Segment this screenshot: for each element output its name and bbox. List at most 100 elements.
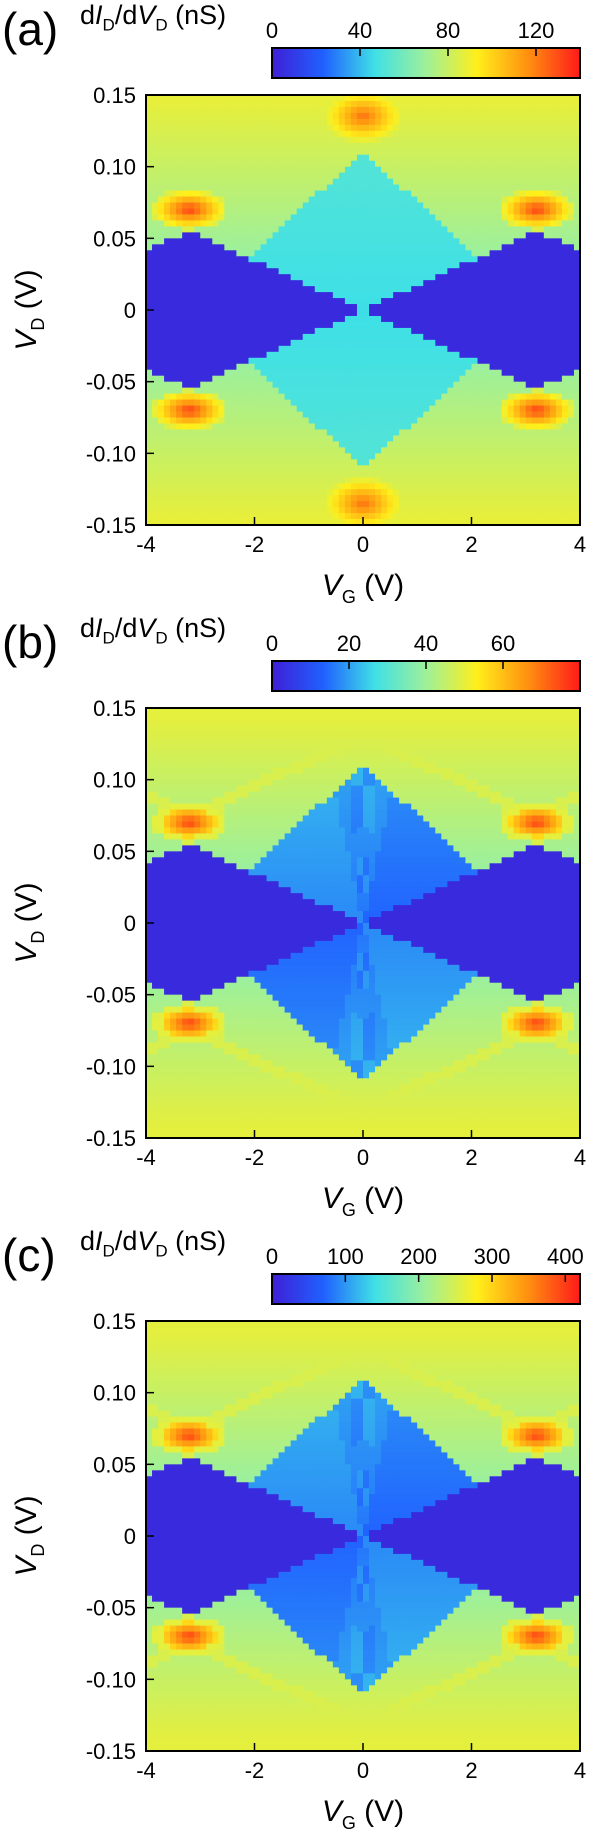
heatmap-cell — [483, 112, 491, 120]
heatmap-cell — [224, 501, 231, 508]
heatmap-cell — [212, 238, 219, 245]
heatmap-cell — [537, 262, 545, 269]
heatmap-cell — [555, 339, 563, 347]
heatmap-cell — [242, 142, 250, 150]
heatmap-cell — [212, 429, 219, 437]
heatmap-cell — [296, 190, 304, 198]
heatmap-cell — [381, 238, 388, 245]
heatmap-cell — [363, 304, 370, 311]
heatmap-cell — [242, 202, 250, 210]
heatmap-cell — [393, 495, 400, 502]
heatmap-cell — [513, 327, 521, 335]
heatmap-cell — [453, 310, 461, 317]
heatmap-cell — [513, 357, 521, 365]
heatmap-cell — [399, 483, 406, 490]
heatmap-cell — [188, 214, 195, 222]
heatmap-cell — [272, 124, 280, 132]
heatmap-cell — [176, 453, 183, 460]
heatmap-cell — [525, 459, 533, 466]
heatmap-cell — [206, 315, 213, 323]
heatmap-cell — [326, 417, 334, 425]
heatmap-cell — [441, 333, 448, 341]
heatmap-cell — [332, 471, 340, 478]
heatmap-cell — [158, 399, 165, 407]
heatmap-cell — [519, 262, 527, 269]
heatmap-cell — [170, 310, 177, 317]
heatmap-cell — [170, 447, 177, 454]
heatmap-cell — [272, 274, 280, 281]
heatmap-cell — [272, 357, 280, 365]
heatmap-cell — [146, 142, 153, 150]
heatmap-cell — [260, 357, 268, 365]
heatmap-cell — [338, 172, 346, 180]
heatmap-cell — [381, 214, 388, 222]
heatmap-cell — [513, 405, 521, 413]
heatmap-cell — [519, 244, 527, 251]
heatmap-cell — [170, 423, 177, 431]
heatmap-cell — [435, 405, 442, 413]
heatmap-cell — [194, 489, 201, 496]
heatmap-cell — [146, 339, 153, 347]
heatmap-cell — [284, 471, 292, 478]
heatmap-cell — [429, 172, 436, 180]
heatmap-cell — [549, 202, 557, 210]
heatmap-cell — [356, 166, 364, 174]
heatmap-cell — [296, 256, 304, 263]
heatmap-cell — [471, 262, 479, 269]
heatmap-cell — [435, 190, 442, 198]
heatmap-cell — [308, 333, 316, 341]
heatmap-cell — [399, 226, 406, 233]
heatmap-cell — [411, 208, 418, 216]
heatmap-cell — [176, 298, 183, 305]
heatmap-cell — [242, 345, 250, 353]
heatmap-cell — [483, 166, 491, 174]
heatmap-cell — [501, 369, 509, 377]
heatmap-cell — [531, 381, 539, 389]
heatmap-cell — [471, 118, 479, 126]
heatmap-cell — [326, 184, 334, 192]
heatmap-cell — [507, 393, 515, 401]
heatmap-cell — [188, 286, 195, 293]
heatmap-cell — [459, 471, 467, 478]
heatmap-cell — [230, 315, 238, 323]
heatmap-cell — [393, 190, 400, 198]
heatmap-cell — [393, 130, 400, 138]
heatmap-cell — [507, 95, 515, 102]
heatmap-cell — [441, 513, 448, 520]
heatmap-cell — [375, 220, 382, 227]
heatmap-cell — [369, 315, 376, 323]
heatmap-cell — [375, 142, 382, 150]
heatmap-cell — [236, 495, 244, 502]
heatmap-cell — [555, 166, 563, 174]
heatmap-cell — [272, 304, 280, 311]
heatmap-cell — [465, 160, 473, 168]
heatmap-cell — [423, 130, 430, 138]
heatmap-cell — [188, 148, 195, 156]
heatmap-cell — [495, 310, 503, 317]
heatmap-cell — [170, 160, 177, 168]
heatmap-cell — [182, 399, 189, 407]
heatmap-cell — [302, 238, 310, 245]
heatmap-cell — [302, 166, 310, 174]
heatmap-cell — [417, 220, 424, 227]
heatmap-cell — [158, 118, 165, 126]
heatmap-cell — [513, 345, 521, 353]
heatmap-cell — [302, 393, 310, 401]
heatmap-cell — [555, 435, 563, 442]
heatmap-cell — [477, 351, 485, 359]
heatmap-cell — [206, 262, 213, 269]
heatmap-cell — [278, 519, 286, 526]
heatmap-cell — [248, 124, 256, 132]
heatmap-cell — [459, 447, 467, 454]
heatmap-cell — [194, 178, 201, 186]
heatmap-cell — [182, 501, 189, 508]
heatmap-cell — [381, 256, 388, 263]
heatmap-cell — [302, 519, 310, 526]
heatmap-cell — [423, 507, 430, 514]
heatmap-cell — [290, 465, 298, 472]
heatmap-cell — [254, 345, 262, 353]
heatmap-cell — [441, 232, 448, 239]
heatmap-cell — [326, 244, 334, 251]
heatmap-cell — [483, 304, 491, 311]
heatmap-cell — [363, 507, 370, 514]
